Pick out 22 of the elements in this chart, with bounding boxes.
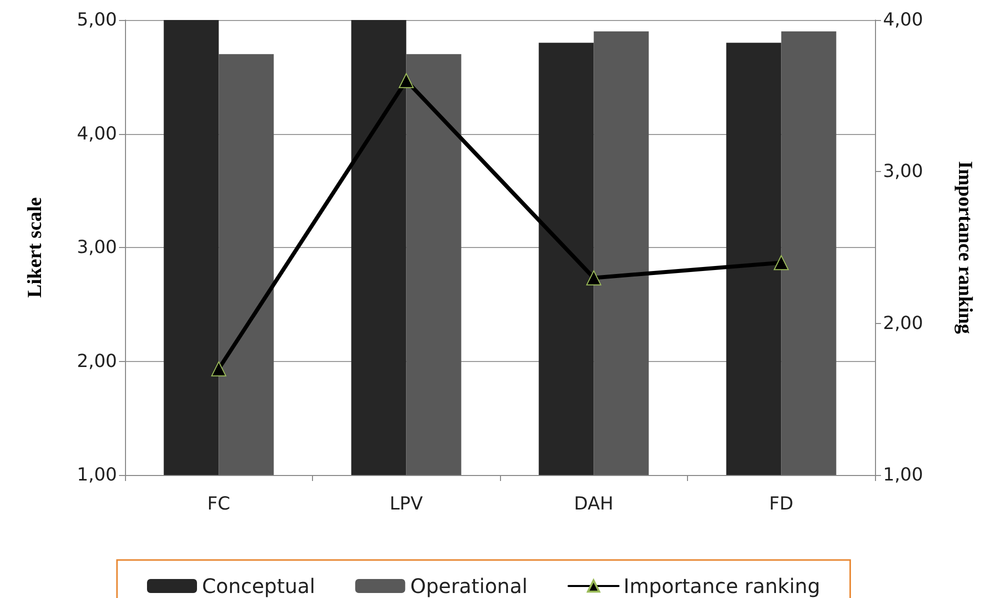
legend-label: Conceptual [202, 574, 316, 598]
point [586, 270, 602, 286]
y2-tick-label: 3,00 [883, 161, 924, 182]
point [398, 73, 414, 88]
legend-label: Importance ranking [624, 574, 820, 598]
y-tick-label: 5,00 [76, 10, 117, 30]
x-tick-label: LPV [390, 494, 424, 514]
y-tick-label: 4,00 [76, 123, 117, 144]
y2-axis-title: Importance ranking [954, 161, 976, 334]
y2-tick-label: 2,00 [883, 312, 924, 334]
y2-tick-label: 1,00 [883, 464, 924, 486]
y2-tick-label: 4,00 [883, 10, 924, 30]
x-tick-label: FD [769, 494, 794, 514]
point [211, 361, 226, 376]
y-tick-label: 3,00 [76, 237, 117, 258]
legend-label: Operational [410, 574, 528, 598]
point [774, 255, 789, 270]
x-tick-label: DAH [574, 494, 614, 514]
y-tick-label: 1,00 [76, 464, 117, 486]
y-axis-title: Likert scale [24, 197, 46, 298]
x-tick-label: FC [207, 494, 230, 514]
y-tick-label: 2,00 [76, 350, 117, 372]
